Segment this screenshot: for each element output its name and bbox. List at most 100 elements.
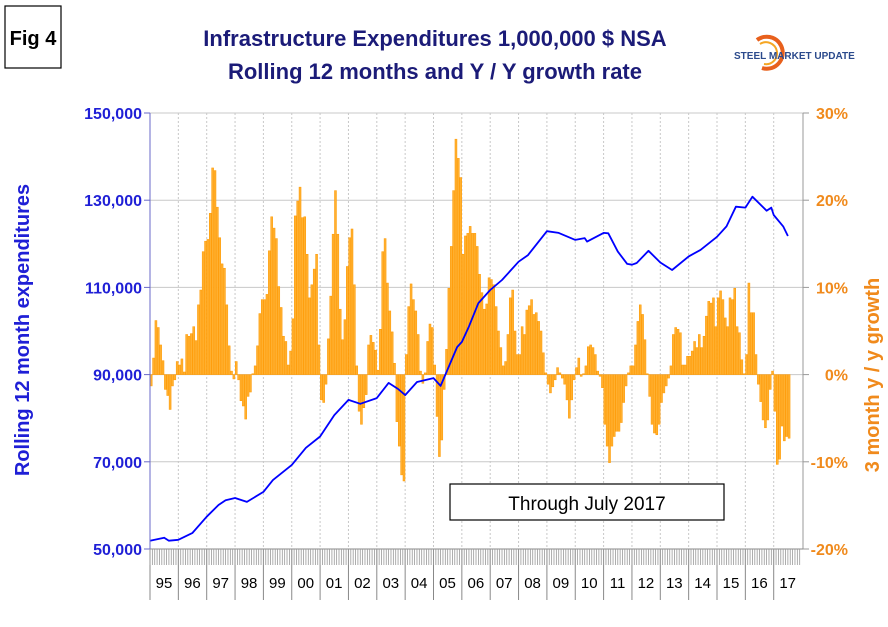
- growth-bar: [702, 335, 706, 375]
- steel-market-update-logo: STEEL MARKET UPDATE: [734, 34, 855, 71]
- growth-bar: [235, 361, 238, 375]
- growth-bar: [216, 206, 219, 375]
- growth-bar: [270, 216, 273, 375]
- growth-bar: [171, 374, 174, 387]
- growth-bar: [282, 335, 285, 375]
- x-tick-label: 15: [723, 575, 740, 592]
- growth-bar: [331, 233, 335, 375]
- growth-bar: [532, 314, 536, 375]
- growth-bar: [688, 356, 692, 375]
- growth-bar: [780, 374, 784, 427]
- growth-bar: [416, 334, 420, 375]
- growth-bar: [298, 186, 302, 375]
- growth-bar: [289, 350, 292, 375]
- growth-bar: [187, 335, 191, 375]
- x-tick-label: 02: [354, 575, 371, 592]
- growth-bar: [183, 371, 186, 375]
- expenditure-line: [149, 195, 789, 542]
- growth-bar: [279, 307, 283, 375]
- x-tick-label: 06: [468, 575, 485, 592]
- growth-bar: [478, 274, 481, 375]
- growth-bar: [249, 374, 252, 393]
- growth-bar: [617, 374, 621, 432]
- growth-bar: [426, 341, 429, 375]
- growth-bar: [159, 344, 162, 375]
- annotation-text: Through July 2017: [508, 494, 665, 515]
- growth-bar: [227, 345, 231, 375]
- growth-bar: [516, 354, 519, 375]
- right-tick-label: 0%: [825, 368, 848, 385]
- growth-bar: [638, 304, 642, 375]
- growth-bar: [263, 299, 266, 375]
- growth-bar: [475, 246, 479, 375]
- x-tick-label: 09: [553, 575, 570, 592]
- growth-bar: [324, 374, 328, 385]
- growth-bar: [322, 374, 325, 403]
- growth-bar: [681, 364, 685, 375]
- growth-bar: [398, 374, 401, 447]
- growth-bar: [629, 365, 633, 375]
- growth-bar: [393, 363, 396, 375]
- growth-bar: [253, 365, 257, 375]
- growth-bar: [301, 217, 304, 375]
- left-tick-label: 110,000: [85, 280, 142, 297]
- growth-bar: [787, 374, 791, 439]
- growth-bar: [728, 297, 732, 375]
- growth-bar: [312, 268, 316, 375]
- growth-bar: [513, 330, 517, 375]
- growth-bar: [485, 303, 488, 375]
- growth-bar: [256, 345, 259, 375]
- growth-bar: [199, 289, 203, 375]
- growth-bar: [766, 374, 770, 421]
- growth-bar: [268, 250, 271, 375]
- growth-bar: [428, 323, 432, 375]
- growth-bar: [724, 317, 727, 375]
- x-tick-label: 12: [638, 575, 655, 592]
- growth-bar: [239, 374, 243, 402]
- growth-bar: [556, 367, 559, 375]
- growth-bar: [716, 297, 720, 375]
- growth-bar: [390, 331, 394, 375]
- growth-bar: [527, 305, 531, 375]
- growth-bar: [275, 238, 278, 375]
- growth-bar: [501, 365, 505, 375]
- growth-bar: [454, 138, 458, 375]
- growth-bar: [315, 254, 318, 375]
- growth-bar: [620, 374, 623, 423]
- growth-bar: [483, 308, 486, 375]
- growth-bar: [504, 361, 507, 375]
- growth-bar: [473, 233, 477, 375]
- growth-bar: [634, 344, 637, 375]
- growth-bar: [603, 374, 607, 425]
- growth-bar: [553, 374, 557, 381]
- growth-bar: [783, 374, 786, 442]
- growth-bar: [771, 370, 774, 375]
- growth-bar: [286, 364, 290, 375]
- growth-bar: [180, 358, 184, 375]
- growth-bar: [376, 369, 380, 375]
- growth-bar: [431, 327, 434, 375]
- x-tick-label: 99: [269, 575, 286, 592]
- growth-bar: [572, 374, 576, 381]
- growth-bar: [334, 190, 337, 375]
- growth-bar: [709, 302, 713, 375]
- growth-bar: [520, 326, 524, 375]
- growth-bar: [346, 266, 349, 375]
- growth-bar: [449, 246, 453, 375]
- growth-bar: [712, 297, 715, 375]
- growth-bar: [568, 374, 571, 419]
- growth-bar: [622, 374, 625, 403]
- growth-bar: [615, 374, 618, 432]
- growth-bar: [768, 374, 772, 390]
- growth-bar: [175, 361, 179, 375]
- growth-bar: [414, 310, 418, 375]
- growth-bar: [764, 374, 767, 429]
- growth-bar: [598, 374, 602, 377]
- growth-bar: [655, 374, 659, 436]
- growth-bar: [152, 357, 155, 375]
- figure-label-box: Fig 4: [4, 5, 62, 69]
- x-tick-label: 07: [496, 575, 513, 592]
- growth-bar: [776, 374, 779, 465]
- growth-bar: [490, 279, 493, 375]
